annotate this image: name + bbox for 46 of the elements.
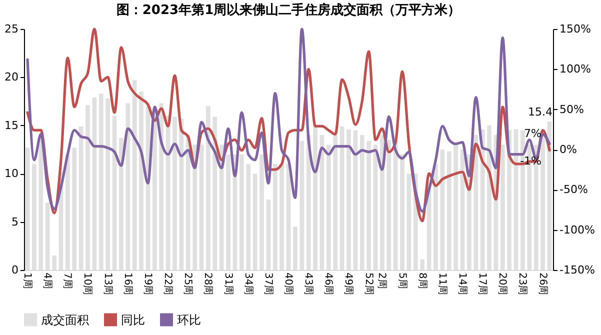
- legend-label: 环比: [177, 312, 201, 327]
- x-tick-label: 19周: [142, 272, 153, 296]
- data-label: 15.4: [528, 106, 552, 119]
- x-tick-label: 49周: [342, 272, 354, 296]
- y2-tick-label: -50%: [560, 183, 588, 196]
- x-tick-label: 26周: [536, 272, 548, 296]
- x-tick-label: 8周: [416, 272, 428, 289]
- y2-tick-label: 150%: [560, 22, 591, 36]
- x-tick-label: 11周: [436, 272, 448, 296]
- y2-tick-label: -100%: [560, 223, 595, 236]
- y-tick-label: 15: [4, 118, 18, 132]
- legend-label: 同比: [121, 312, 145, 327]
- x-tick-label: 5周: [396, 272, 408, 289]
- x-tick-label: 34周: [242, 272, 254, 296]
- y-tick-label: 10: [4, 167, 18, 180]
- x-tick-label: 14周: [456, 272, 468, 296]
- y2-tick-label: 0%: [560, 143, 577, 156]
- x-tick-label: 43周: [302, 272, 314, 296]
- x-tick-label: 13周: [102, 272, 113, 296]
- x-tick-label: 1周: [22, 272, 33, 289]
- y2-tick-label: 50%: [560, 102, 584, 116]
- x-tick-label: 52周: [362, 272, 374, 296]
- x-tick-label: 7周: [62, 272, 73, 289]
- x-tick-label: 46周: [322, 272, 334, 296]
- x-tick-label: 25周: [182, 272, 194, 296]
- x-tick-label: 28周: [202, 272, 214, 296]
- x-tick-label: 22周: [162, 272, 174, 296]
- y2-tick-label: 100%: [560, 62, 591, 76]
- x-tick-label: 23周: [516, 272, 528, 296]
- y2-tick-label: -150%: [560, 264, 595, 276]
- x-tick-label: 16周: [122, 272, 133, 296]
- x-tick-label: 4周: [42, 272, 53, 289]
- y-tick-label: 20: [4, 70, 18, 84]
- chart-title: 图：2023年第1周以来佛山二手住房成交面积（万平方米）: [116, 2, 461, 18]
- x-tick-label: 10周: [82, 272, 93, 296]
- x-tick-label: 37周: [262, 272, 274, 296]
- y-tick-label: 0: [12, 264, 18, 276]
- x-tick-label: 17周: [476, 272, 488, 296]
- y-tick-label: 5: [12, 215, 18, 228]
- x-tick-label: 40周: [282, 272, 294, 296]
- data-label: 7%: [524, 126, 542, 140]
- x-tick-label: 31周: [222, 272, 234, 296]
- y-tick-label: 25: [4, 22, 18, 36]
- legend-label: 成交面积: [41, 312, 89, 327]
- x-tick-label: 20周: [496, 272, 508, 296]
- x-tick-label: 2周: [376, 272, 388, 289]
